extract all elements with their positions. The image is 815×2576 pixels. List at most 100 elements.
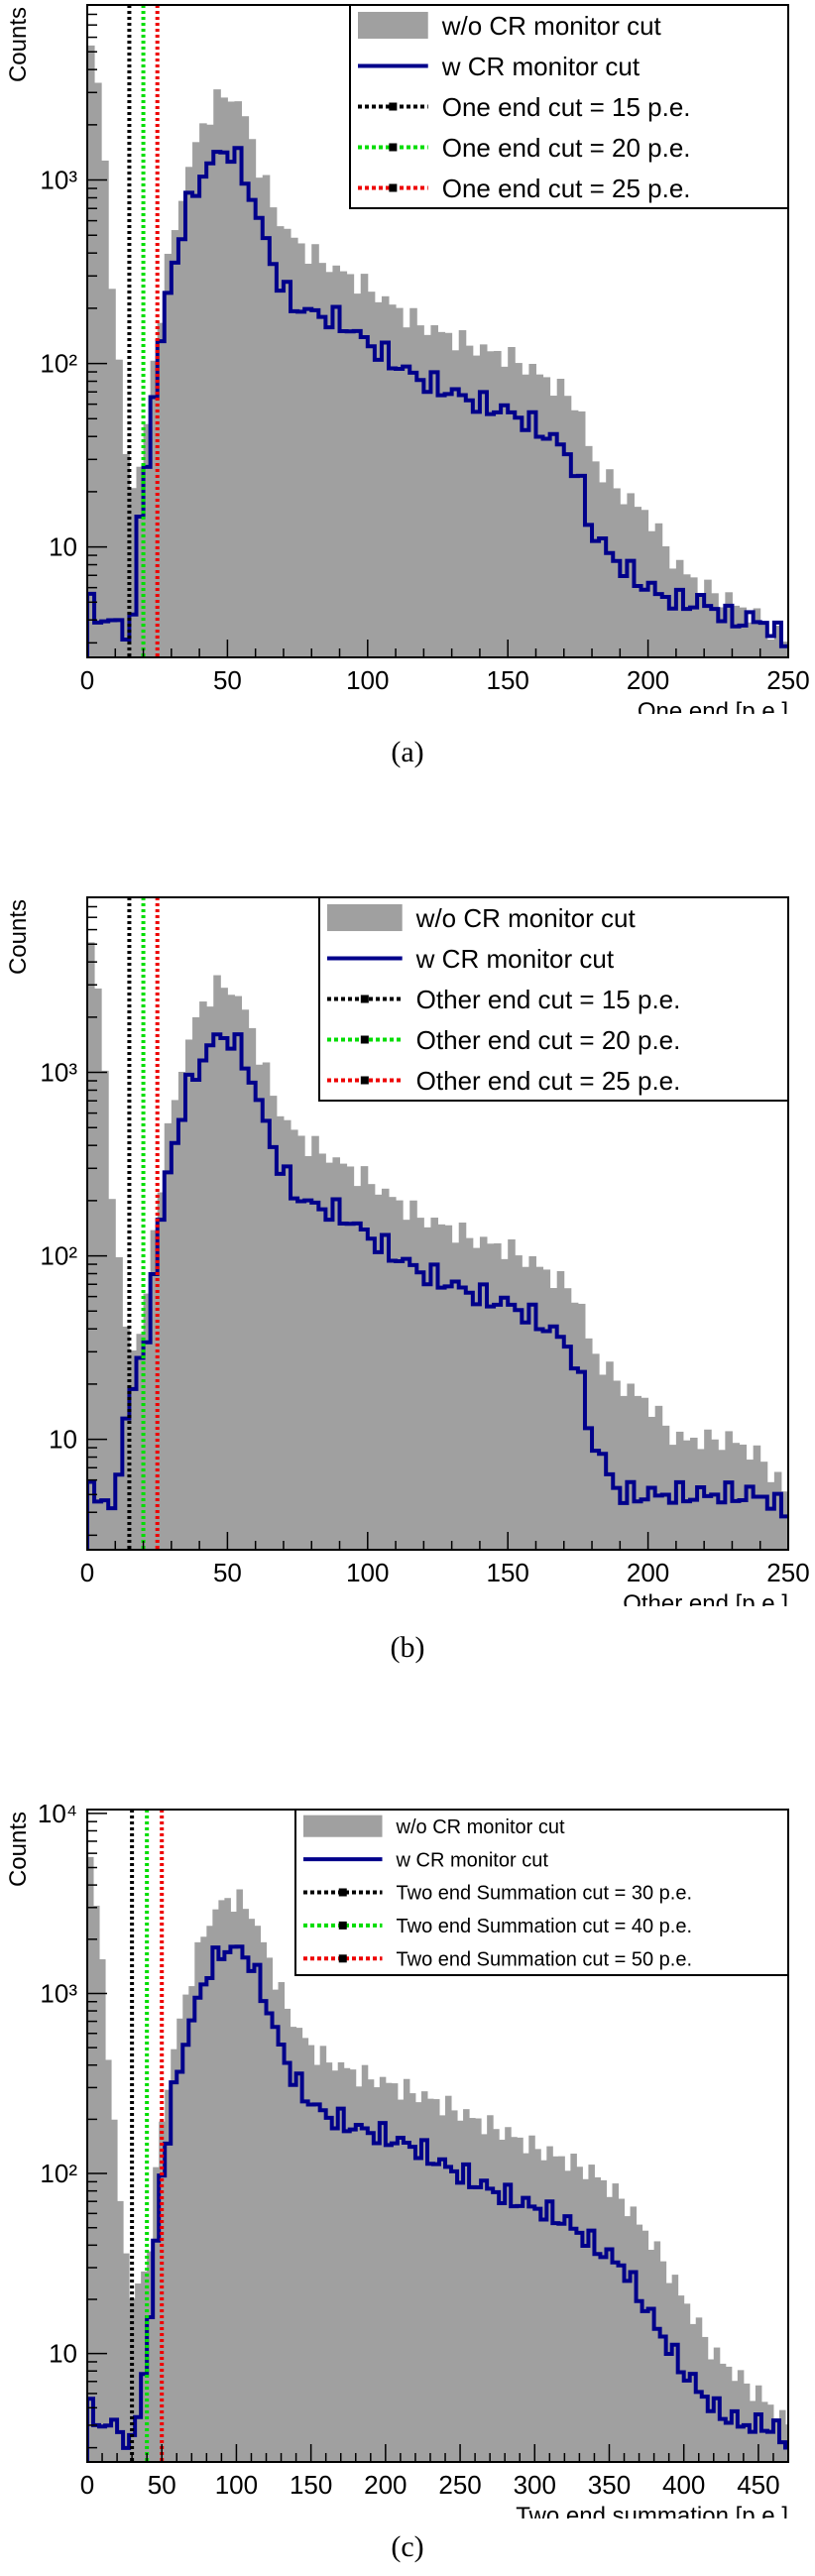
histogram-panel-b: 0 50 100 150 200 250 10 10² 10³ Other end [p.e.] C… bbox=[0, 892, 815, 1686]
histogram-bin bbox=[206, 1926, 213, 2462]
histogram-bin bbox=[220, 988, 228, 1550]
legend: w/o CR monitor cutw CR monitor cutOther … bbox=[319, 897, 788, 1101]
histogram-bin bbox=[459, 330, 467, 657]
legend: w/o CR monitor cutw CR monitor cutTwo en… bbox=[295, 1810, 788, 1975]
y-axis-label: Counts bbox=[5, 1812, 32, 1887]
histogram-bin bbox=[254, 1926, 261, 2462]
histogram-bin bbox=[625, 2216, 632, 2462]
histogram-bin bbox=[578, 411, 586, 657]
legend-entry-label: One end cut = 20 p.e. bbox=[442, 133, 691, 163]
histogram-bin bbox=[236, 1889, 243, 2462]
histogram-bin bbox=[557, 379, 565, 657]
histogram-bin bbox=[256, 1065, 264, 1550]
legend-entry-label: Two end Summation cut = 30 p.e. bbox=[397, 1883, 693, 1905]
histogram-bin bbox=[594, 2177, 601, 2462]
y-tick-label: 10⁴ bbox=[38, 1799, 77, 1828]
x-tick-label: 100 bbox=[346, 1558, 389, 1587]
y-axis-label: Counts bbox=[5, 899, 32, 975]
x-axis-label: Other end [p.e.] bbox=[623, 1590, 788, 1606]
y-tick-label: 10 bbox=[49, 2339, 77, 2369]
histogram-bin bbox=[192, 1017, 200, 1550]
histogram-bin bbox=[487, 2115, 494, 2462]
histogram-bin bbox=[311, 1136, 319, 1550]
x-tick-label: 250 bbox=[766, 1558, 809, 1587]
histogram-bin bbox=[666, 2283, 673, 2462]
x-tick-label: 250 bbox=[766, 665, 809, 695]
histogram-bin bbox=[242, 1009, 250, 1550]
legend-marker bbox=[361, 1036, 369, 1044]
histogram-bin bbox=[606, 469, 614, 657]
y-tick-label: 10³ bbox=[40, 166, 77, 195]
histogram-bin bbox=[267, 1957, 274, 2462]
histogram-bin bbox=[564, 396, 572, 657]
legend-marker bbox=[361, 1077, 369, 1085]
histogram-bin bbox=[87, 942, 95, 1550]
histogram-bin bbox=[634, 1396, 641, 1550]
histogram-bin bbox=[212, 1910, 219, 2462]
histogram-bin bbox=[308, 2046, 315, 2462]
histogram-bin bbox=[493, 2129, 500, 2462]
x-tick-label: 0 bbox=[80, 2470, 94, 2500]
histogram-bin bbox=[248, 1919, 255, 2462]
histogram-bin bbox=[249, 1028, 257, 1550]
histogram-bin bbox=[528, 1256, 536, 1550]
histogram-bin bbox=[93, 1906, 100, 2462]
histogram-bin bbox=[94, 82, 102, 657]
histogram-bin bbox=[227, 995, 235, 1550]
histogram-bin bbox=[403, 1220, 410, 1550]
histogram-bin bbox=[660, 2262, 667, 2462]
histogram-bin bbox=[291, 2027, 297, 2462]
histogram-bin bbox=[571, 410, 579, 657]
legend-entry-label: w/o CR monitor cut bbox=[415, 903, 637, 933]
histogram-bin bbox=[684, 2303, 691, 2462]
histogram-bin bbox=[199, 1001, 207, 1550]
legend-marker bbox=[389, 144, 397, 152]
histogram-bin bbox=[546, 2147, 553, 2462]
histogram-bin bbox=[99, 1959, 106, 2462]
x-tick-label: 0 bbox=[80, 1558, 94, 1587]
histogram-bin bbox=[354, 293, 362, 657]
histogram-bin bbox=[475, 2119, 482, 2462]
histogram-bin bbox=[314, 2065, 321, 2462]
histogram-chart-a: 0 50 100 150 200 2501010²10³One end [p.e.]Cou… bbox=[0, 0, 815, 714]
histogram-bin bbox=[515, 1255, 523, 1550]
legend-marker bbox=[339, 1922, 347, 1930]
histogram-bin bbox=[459, 1223, 467, 1550]
legend-swatch-filled bbox=[303, 1815, 383, 1837]
histogram-bin bbox=[543, 1269, 551, 1550]
histogram-bin bbox=[508, 1239, 516, 1550]
histogram-bin bbox=[648, 1417, 656, 1550]
histogram-bin bbox=[178, 201, 186, 657]
histogram-bin bbox=[631, 2206, 638, 2462]
histogram-bin bbox=[304, 1156, 312, 1550]
histogram-bin bbox=[570, 2154, 577, 2462]
legend-entry-label: w CR monitor cut bbox=[415, 944, 615, 974]
histogram-bin bbox=[445, 1226, 453, 1550]
legend-marker bbox=[389, 184, 397, 192]
y-tick-label: 10 bbox=[49, 532, 77, 562]
x-tick-label: 100 bbox=[346, 665, 389, 695]
histogram-bin bbox=[356, 2086, 363, 2462]
histogram-bin bbox=[494, 1243, 502, 1550]
x-tick-label: 400 bbox=[662, 2470, 705, 2500]
histogram-bin bbox=[528, 2136, 535, 2462]
legend-swatch-filled bbox=[327, 904, 403, 931]
histogram-bin bbox=[311, 244, 319, 657]
histogram-bin bbox=[115, 360, 123, 657]
x-tick-label: 300 bbox=[514, 2470, 556, 2500]
histogram-bin bbox=[515, 363, 523, 657]
histogram-bin bbox=[451, 2110, 458, 2462]
legend-entry-label: Two end Summation cut = 50 p.e. bbox=[397, 1949, 693, 1971]
histogram-bin bbox=[199, 123, 207, 657]
histogram-bin bbox=[747, 1460, 755, 1550]
histogram-bin bbox=[445, 2096, 452, 2462]
histogram-bin bbox=[256, 177, 264, 657]
legend-entry-label: Two end Summation cut = 40 p.e. bbox=[397, 1916, 693, 1937]
x-axis-label: Two end summation [p.e.] bbox=[516, 2503, 788, 2518]
histogram-bin bbox=[641, 1398, 649, 1550]
legend-marker bbox=[361, 995, 369, 1003]
histogram-bin bbox=[227, 101, 235, 657]
legend-marker bbox=[339, 1954, 347, 1962]
histogram-bin bbox=[242, 1909, 249, 2462]
legend-entry-label: One end cut = 15 p.e. bbox=[442, 92, 691, 122]
